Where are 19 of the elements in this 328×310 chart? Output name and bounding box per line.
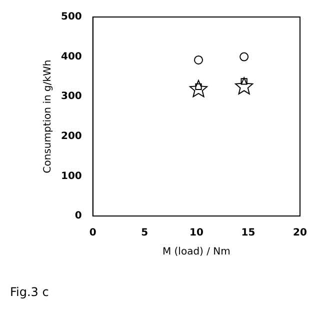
y-axis-title: Consumption in g/kWh [42,60,54,174]
point [240,52,249,62]
point [235,77,254,94]
x-axis-title: M (load) / Nm [162,246,230,258]
x-tick-label: 10 [189,228,204,239]
point [189,80,208,98]
y-tick-label: 500 [61,12,82,23]
x-tick-label: 5 [141,228,148,239]
x-tick-label: 20 [293,228,307,239]
y-tick-label: 400 [61,51,82,62]
y-tick-label: 100 [61,170,82,182]
caption: Fig.3 c [10,285,49,299]
y-tick-label: 300 [61,91,82,102]
y-tick-label: 0 [74,210,82,222]
x-tick-label: 0 [89,228,96,239]
point [240,78,248,85]
point [194,55,204,64]
y-tick-label: 200 [61,130,82,142]
x-tick-label: 15 [241,228,256,239]
